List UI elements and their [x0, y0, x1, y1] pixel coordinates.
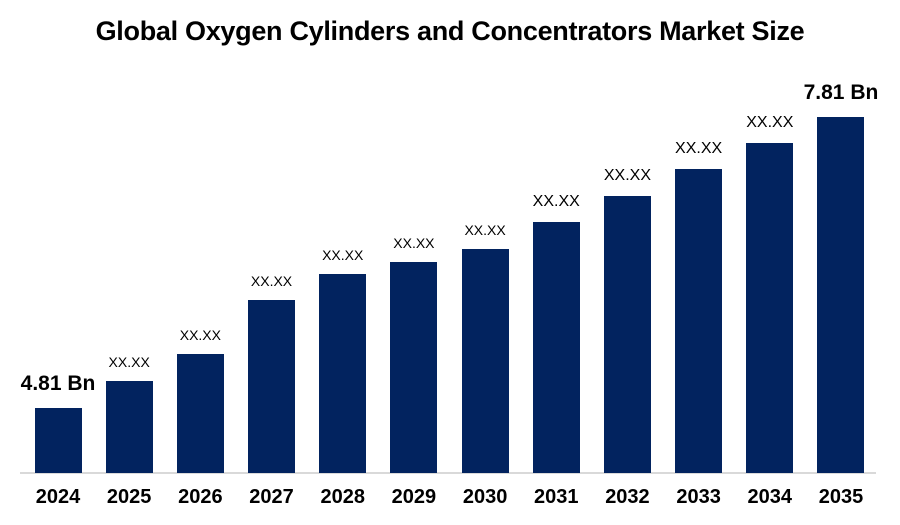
bar-value-label: XX.XX — [464, 222, 506, 238]
x-axis-tick-label-2031: 2031 — [534, 486, 579, 508]
bar-2034 — [746, 143, 794, 473]
bar-2024 — [34, 408, 82, 473]
bar-value-label: XX.XX — [322, 247, 364, 263]
bar-value-label: XX.XX — [393, 235, 435, 251]
bar-value-label: XX.XX — [603, 167, 652, 184]
chart-title: Global Oxygen Cylinders and Concentrator… — [95, 16, 805, 46]
bar-value-label: 4.81 Bn — [20, 372, 96, 395]
bar-value-label: XX.XX — [746, 114, 794, 131]
x-axis-tick-label-2027: 2027 — [249, 486, 294, 508]
bar-2030 — [461, 249, 509, 473]
bar-value-label: XX.XX — [108, 354, 150, 370]
bar-value-label: XX.XX — [250, 273, 293, 289]
bar-2033 — [675, 169, 723, 473]
bar-value-label: XX.XX — [675, 140, 723, 157]
x-axis-tick-label-2025: 2025 — [106, 486, 152, 508]
x-axis-tick-label-2035: 2035 — [818, 486, 864, 508]
x-axis-tick-label-2030: 2030 — [462, 486, 508, 508]
bar-value-label: XX.XX — [532, 193, 580, 210]
bar-value-label: XX.XX — [179, 327, 221, 343]
bar-2027 — [248, 300, 296, 473]
x-axis-tick-label-2028: 2028 — [320, 486, 365, 508]
bar-2026 — [176, 354, 224, 473]
x-axis-line — [20, 472, 876, 474]
x-axis-tick-label-2024: 2024 — [35, 486, 81, 508]
bar-2028 — [319, 274, 367, 473]
bar-2035 — [817, 117, 865, 473]
x-axis-tick-label-2032: 2032 — [605, 486, 650, 508]
bar-2031 — [532, 222, 580, 473]
bar-value-label: 7.81 Bn — [803, 81, 879, 104]
bar-2025 — [105, 381, 153, 473]
x-axis-tick-label-2033: 2033 — [676, 486, 721, 508]
x-axis-tick-label-2029: 2029 — [391, 486, 437, 508]
bar-2032 — [603, 196, 651, 473]
bar-2029 — [390, 262, 438, 473]
x-axis-tick-label-2026: 2026 — [178, 486, 223, 508]
x-axis-tick-label-2034: 2034 — [747, 486, 793, 508]
